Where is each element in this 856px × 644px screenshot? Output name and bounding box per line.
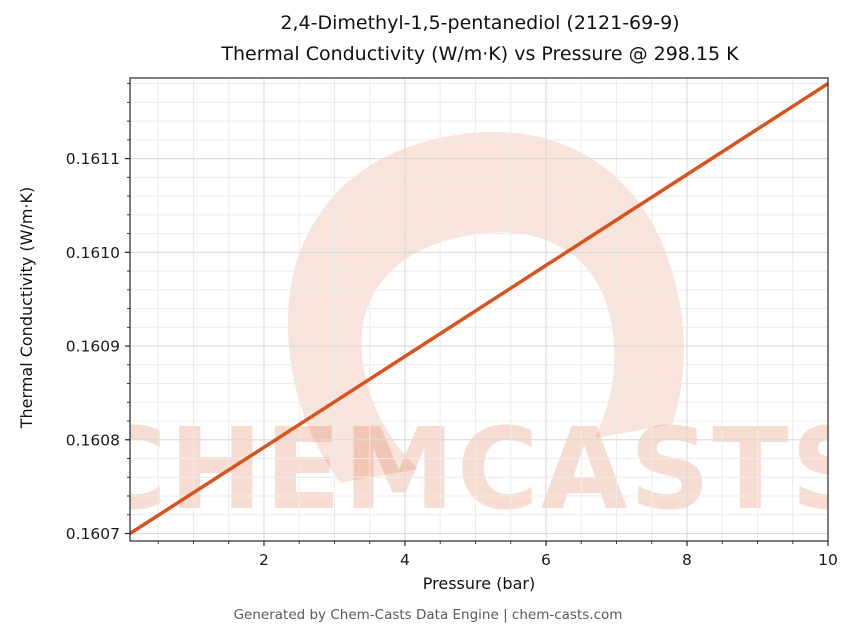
x-tick-label: 4 [400,551,410,569]
footer-attribution: Generated by Chem-Casts Data Engine | ch… [233,607,623,623]
x-tick-label: 6 [541,551,551,569]
x-tick-label: 2 [259,551,269,569]
y-tick-label: 0.1609 [66,338,120,356]
x-tick-label: 8 [682,551,692,569]
y-tick-label: 0.1608 [66,431,120,449]
y-tick-label: 0.1607 [66,525,120,543]
chart-title-line2: Thermal Conductivity (W/m·K) vs Pressure… [221,43,739,65]
data-line [130,81,828,536]
chart-title-line1: 2,4-Dimethyl-1,5-pentanediol (2121-69-9) [280,12,680,34]
watermark-text: CHEMCASTS [85,405,856,535]
y-tick-label: 0.1610 [66,244,120,262]
y-tick-label: 0.1611 [66,150,120,168]
x-tick-label: 10 [818,551,838,569]
y-axis-label: Thermal Conductivity (W/m·K) [17,186,36,429]
x-axis-label: Pressure (bar) [422,574,536,593]
